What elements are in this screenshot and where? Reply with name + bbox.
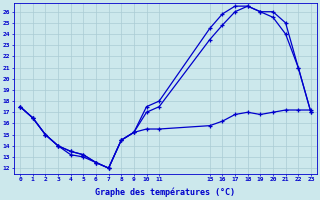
X-axis label: Graphe des températures (°C): Graphe des températures (°C) [95,188,236,197]
